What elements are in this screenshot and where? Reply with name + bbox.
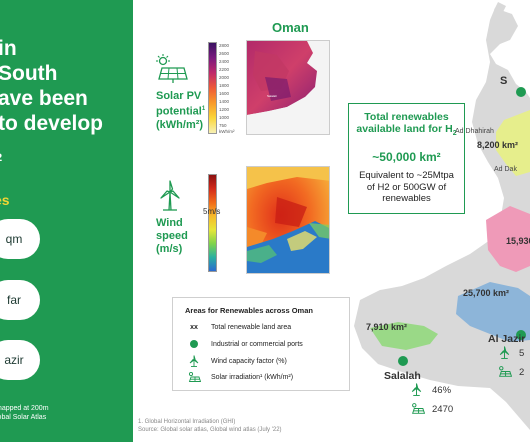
solar-icon [499, 366, 512, 377]
legend-row-solar: Solar irradiation¹ (kWh/m²) [185, 371, 293, 383]
wind-speed-label: Wind speed (m/s) [156, 217, 188, 256]
al-jazir-wind-cf: 5 [519, 348, 525, 359]
legend-label: Total renewable land area [211, 324, 292, 331]
desc-line: of H2 or 500GW of [366, 181, 447, 193]
wind-icon [499, 346, 510, 359]
region-label-yellow: 8,200 km² [477, 140, 519, 150]
wind-map [246, 166, 330, 274]
info-box-desc: Equivalent to ~25Mtpa of H2 or 500GW of … [349, 170, 464, 205]
city-label: Ad Dak [494, 166, 517, 173]
info-box-title: Total renewables available land for H2 [349, 111, 464, 140]
location-pill[interactable]: azir [0, 340, 40, 380]
desc-line: renewables [382, 193, 431, 205]
wind-colorbar [208, 174, 217, 272]
footnote-line: Source: Global solar atlas, Global wind … [138, 427, 282, 433]
colorbar-tick: 1600 [219, 91, 230, 96]
region-label-pink: 15,930 [506, 236, 530, 246]
footnote-line: 1. Global Horizontal Irradiation (GHI) [138, 419, 236, 425]
footnote: 1. Global Horizontal Irradiation (GHI) S… [138, 418, 282, 434]
green-dot-icon [185, 340, 203, 348]
total-land-value: ~50,000 km² [372, 150, 441, 165]
svg-text:Salalah: Salalah [267, 94, 277, 98]
pill-label: qm [5, 232, 23, 246]
colorbar-tick: 2200 [219, 67, 230, 72]
pill-label: far [6, 293, 21, 307]
wind-icon [185, 355, 203, 367]
label-line: Solar PV [156, 90, 202, 102]
musandam [494, 2, 506, 14]
region-blue [456, 282, 530, 342]
region-label-green: 7,910 km² [366, 322, 408, 332]
solar-map: Salalah [246, 40, 330, 135]
info-title-line: Total renewables [364, 111, 449, 123]
note-line: mapped at 200m [0, 405, 49, 412]
wind-turbine-icon [160, 180, 180, 211]
legend-row-ports: Industrial or commercial ports [185, 340, 303, 348]
desc-line: Equivalent to ~25Mtpa [359, 170, 454, 182]
legend-row-wind: Wind capacity factor (%) [185, 355, 287, 367]
colorbar-tick: 750 [219, 123, 227, 128]
region-pink [486, 206, 530, 272]
al-jazir-label: Al Jazir [488, 333, 526, 345]
title-line: to develop [0, 112, 104, 135]
info-title-line: available land for H2 [356, 123, 457, 138]
al-jazir-solar: 2 [519, 367, 525, 378]
note-line: lobal Solar Atlas [0, 414, 47, 421]
left-panel: in South ave been to develop 2 es qm far… [0, 0, 133, 442]
legend-label: Wind capacity factor (%) [211, 357, 287, 365]
title-line: South [0, 62, 58, 85]
legend-symbol: xx [190, 324, 198, 331]
legend-label: Industrial or commercial ports [211, 340, 303, 348]
legend-row-land-area: xx Total renewable land area [185, 324, 291, 331]
title-line: in [0, 37, 17, 60]
solar-colorbar-ticks: 2800 2600 2400 2200 2000 1800 1600 1400 … [219, 43, 235, 135]
solar-icon [185, 371, 203, 383]
wind-scale-label: 5m/s [203, 207, 221, 216]
salalah-label: Salalah [384, 370, 421, 382]
colorbar-tick: 1200 [219, 107, 230, 112]
region-green [370, 322, 438, 350]
salalah-wind-cf: 46% [432, 385, 452, 396]
colorbar-tick: 2800 [219, 43, 230, 48]
region-yellow [496, 110, 530, 176]
colorbar-unit: kWh/m² [219, 129, 235, 134]
port-dot-salalah [398, 356, 408, 366]
colorbar-tick: 1400 [219, 99, 230, 104]
left-subtitle: 2 [0, 152, 2, 164]
solar-colorbar [208, 42, 217, 134]
left-note: mapped at 200m lobal Solar Atlas [0, 404, 49, 422]
port-dot [516, 330, 526, 340]
colorbar-tick: 2000 [219, 75, 230, 80]
pill-label: azir [4, 353, 24, 367]
solar-pv-label: Solar PV potential1 (kWh/m²) [156, 90, 205, 132]
legend-box: Areas for Renewables across Oman xx Tota… [172, 297, 350, 391]
slide-title: in South ave been to develop [0, 36, 103, 136]
wind-icon [411, 383, 422, 396]
location-pill[interactable]: far [0, 280, 40, 320]
solar-icon [412, 403, 425, 414]
colorbar-tick: 1000 [219, 115, 230, 120]
label-line: potential1 [156, 105, 206, 118]
colorbar-tick: 2400 [219, 59, 230, 64]
oman-map [354, 2, 530, 430]
legend-title: Areas for Renewables across Oman [185, 306, 313, 315]
total-renewables-box: Total renewables available land for H2 ~… [348, 103, 465, 214]
colorbar-tick: 1800 [219, 83, 230, 88]
region-label-blue: 25,700 km² [463, 288, 510, 298]
port-dot [516, 87, 526, 97]
city-label: S [500, 75, 508, 87]
colorbar-tick: 2600 [219, 51, 230, 56]
salalah-solar: 2470 [432, 404, 454, 415]
solar-panel-icon [156, 54, 188, 83]
title-line: ave been [0, 87, 88, 110]
label-line: Wind [156, 217, 183, 229]
label-line: (kWh/m²) [156, 118, 204, 131]
location-pill[interactable]: qm [0, 219, 40, 259]
label-line: speed [156, 230, 188, 242]
city-label: Ad Dhahirah [455, 128, 494, 135]
oman-title: Oman [272, 20, 309, 35]
left-section-heading: es [0, 192, 10, 208]
legend-label: Solar irradiation¹ (kWh/m²) [211, 373, 294, 381]
label-line: (m/s) [156, 243, 183, 255]
